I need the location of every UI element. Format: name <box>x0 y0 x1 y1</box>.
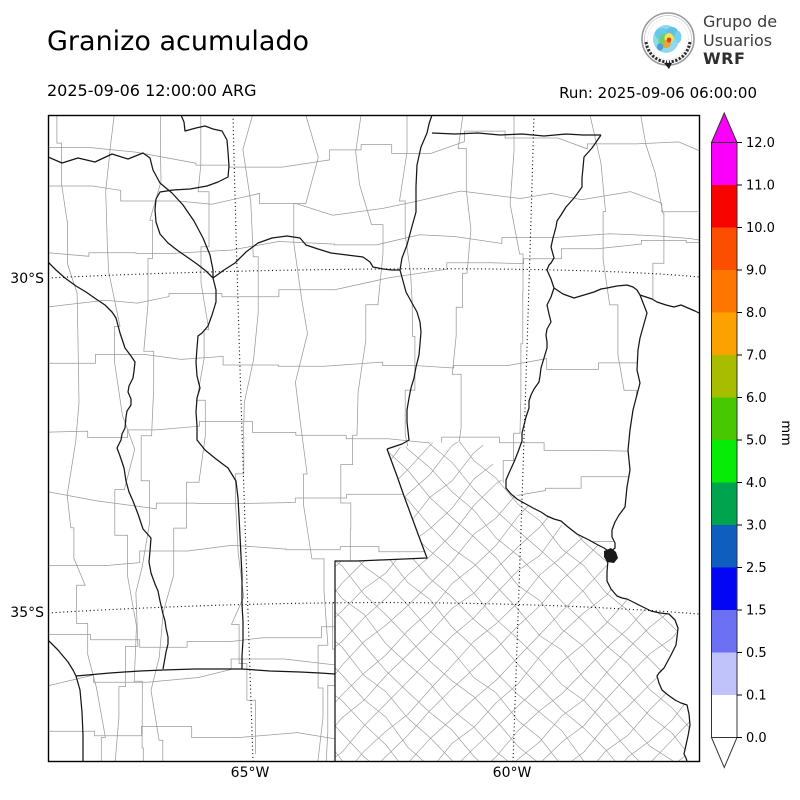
colorbar-tick-label: 6.0 <box>746 391 767 406</box>
colorbar-segment <box>712 568 738 611</box>
colorbar-segment <box>712 398 738 441</box>
colorbar: 12.0 11.0 10.0 9.0 8.0 7.0 6.0 5.0 4.0 3.0 2.5 1.5 0… <box>712 113 794 768</box>
colorbar-segment <box>712 440 738 483</box>
colorbar-tick-label: 5.0 <box>746 434 767 449</box>
colorbar-segment <box>712 185 738 228</box>
colorbar-tick-label: 4.0 <box>746 476 767 491</box>
colorbar-segment <box>712 143 738 186</box>
colorbar-tick-label: 7.0 <box>746 349 767 364</box>
colorbar-tick-label: 0.0 <box>746 731 767 746</box>
weather-map-figure: Granizo acumulado 2025-09-06 12:00:00 AR… <box>0 0 800 800</box>
colorbar-segment <box>712 355 738 398</box>
colorbar-unit-label: mm <box>778 420 793 445</box>
colorbar-segment <box>712 653 738 696</box>
colorbar-segment <box>712 270 738 313</box>
colorbar-over-arrow <box>712 113 738 143</box>
colorbar-tick-label: 12.0 <box>746 136 775 151</box>
colorbar-tick-label: 3.0 <box>746 519 767 534</box>
colorbar-segment <box>712 483 738 526</box>
colorbar-tick-label: 0.5 <box>746 646 767 661</box>
colorbar-segment <box>712 313 738 356</box>
colorbar-segment <box>712 525 738 568</box>
map-canvas: 12.0 11.0 10.0 9.0 8.0 7.0 6.0 5.0 4.0 3.0 2.5 1.5 0… <box>0 0 800 800</box>
colorbar-tick-label: 11.0 <box>746 179 775 194</box>
colorbar-tick-label: 10.0 <box>746 221 775 236</box>
colorbar-tick-label: 1.5 <box>746 604 767 619</box>
colorbar-tick-label: 2.5 <box>746 561 767 576</box>
colorbar-segment <box>712 695 738 738</box>
colorbar-tick-label: 9.0 <box>746 264 767 279</box>
colorbar-under-arrow <box>712 738 738 768</box>
colorbar-tick-label: 0.1 <box>746 689 767 704</box>
colorbar-segment <box>712 610 738 653</box>
colorbar-tick-label: 8.0 <box>746 306 767 321</box>
colorbar-segment <box>712 228 738 271</box>
